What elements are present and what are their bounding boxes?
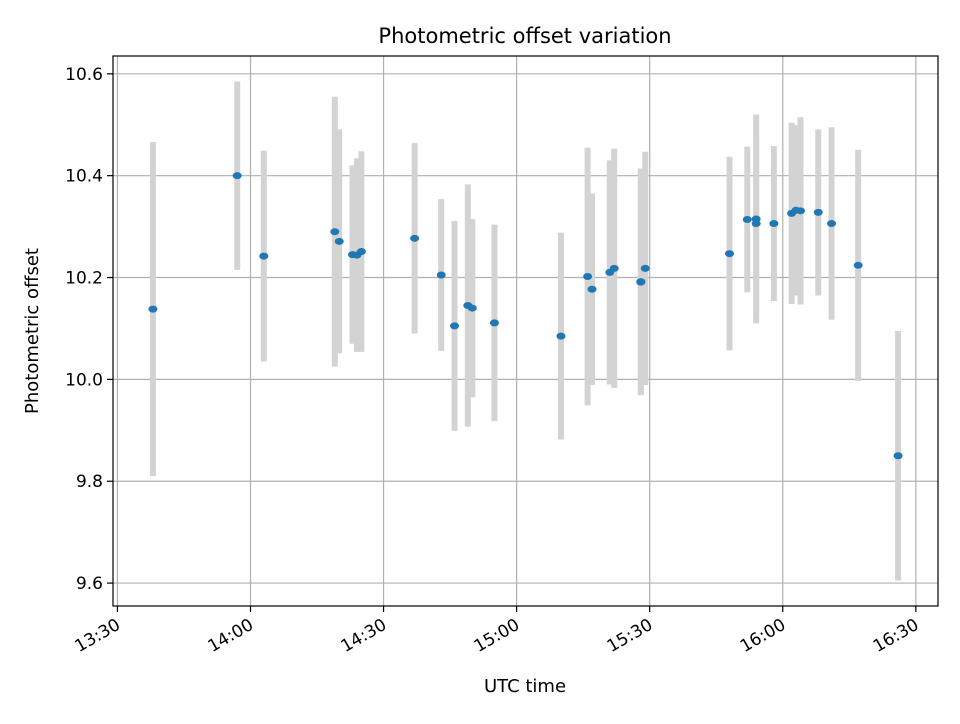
y-tick-label: 10.4 (65, 167, 103, 187)
data-point (410, 234, 420, 242)
plot-frame (112, 55, 939, 607)
y-tick-label: 10.2 (65, 269, 103, 289)
data-point (436, 271, 446, 279)
grid (113, 56, 938, 606)
y-tick-label: 9.6 (76, 574, 103, 594)
data-points (148, 172, 903, 460)
data-point (725, 250, 735, 258)
data-point (893, 452, 903, 460)
data-point (356, 248, 366, 256)
y-tick-label: 10.0 (65, 370, 103, 390)
data-point (334, 237, 344, 245)
data-point (330, 228, 340, 236)
data-point (813, 208, 823, 216)
data-point (827, 220, 837, 228)
data-point (853, 261, 863, 269)
data-point (636, 278, 646, 286)
data-point (583, 273, 593, 281)
data-point (609, 264, 619, 272)
data-point (751, 220, 761, 228)
data-point (742, 215, 752, 223)
data-point (640, 264, 650, 272)
data-point (467, 304, 477, 312)
data-point (148, 305, 158, 313)
data-point (489, 319, 499, 327)
y-tick-label: 9.8 (76, 472, 103, 492)
y-axis-label: Photometric offset (22, 248, 43, 414)
data-point (796, 207, 805, 215)
data-point (587, 285, 597, 293)
data-point (259, 252, 269, 260)
data-point (450, 322, 460, 330)
x-axis-label: UTC time (484, 676, 566, 697)
y-tick-label: 10.6 (65, 65, 103, 85)
data-point (232, 172, 242, 180)
data-point (769, 220, 779, 228)
chart-title: Photometric offset variation (378, 24, 671, 48)
data-point (556, 332, 566, 340)
